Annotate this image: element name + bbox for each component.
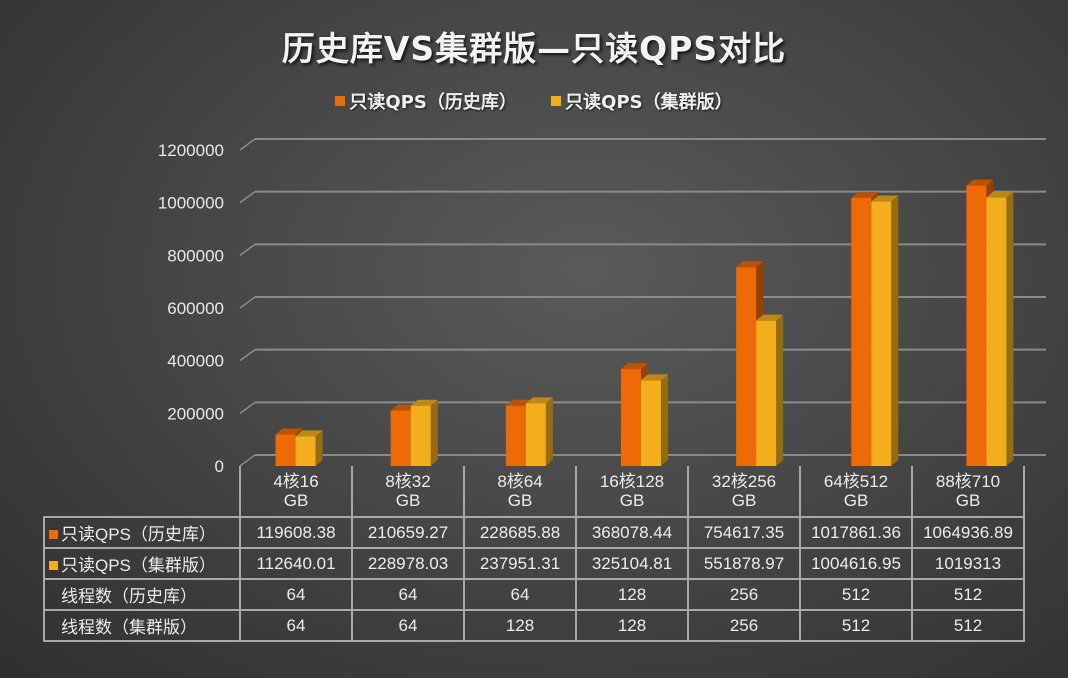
table-row-label: 只读QPS（集群版） bbox=[43, 547, 241, 580]
table-cell: 512 bbox=[911, 609, 1025, 642]
table-corner bbox=[44, 466, 241, 518]
category-label-line1: 64核512 bbox=[823, 472, 889, 491]
gridline bbox=[239, 138, 1046, 151]
table-row-label: 只读QPS（历史库） bbox=[43, 516, 241, 549]
category-label: 88核710 GB bbox=[911, 466, 1025, 518]
category-label-line2: GB bbox=[731, 491, 757, 510]
table-row-label: 线程数（集群版） bbox=[43, 609, 241, 642]
category-label-line1: 88核710 bbox=[935, 472, 1001, 491]
table-row-label: 线程数（历史库） bbox=[43, 578, 241, 611]
y-tick-label: 1000000 bbox=[158, 194, 224, 213]
category-label: 32核256 GB bbox=[687, 466, 801, 518]
table-cell: 64 bbox=[239, 609, 353, 642]
table-cell: 551878.97 bbox=[687, 547, 801, 580]
y-tick-label: 200000 bbox=[167, 404, 224, 423]
legend-label-history: 只读QPS（历史库） bbox=[349, 92, 517, 113]
bar-cluster-6 bbox=[986, 191, 1014, 466]
table-cell: 128 bbox=[463, 609, 577, 642]
table-cell: 128 bbox=[575, 578, 689, 611]
table-cell: 210659.27 bbox=[351, 516, 465, 549]
y-tick-label: 600000 bbox=[167, 299, 224, 318]
table-cell: 1017861.36 bbox=[799, 516, 913, 549]
gridline bbox=[239, 296, 1046, 309]
table-row: 只读QPS（历史库） 119608.38 210659.27 228685.88 368… bbox=[43, 516, 1025, 549]
row-label-text: 线程数（集群版） bbox=[61, 618, 197, 637]
table-cell: 228685.88 bbox=[463, 516, 577, 549]
data-table: 4核16 GB 8核32 GB 8核64 GB 16核128 GB 32核256 GB 64核512… bbox=[43, 466, 1025, 642]
gridline bbox=[239, 348, 1046, 362]
table-cell: 128 bbox=[575, 609, 689, 642]
table-cell: 1019313 bbox=[911, 547, 1025, 580]
category-label-line2: GB bbox=[619, 491, 645, 510]
table-cell: 1064936.89 bbox=[911, 516, 1025, 549]
bar-cluster-0 bbox=[295, 430, 323, 466]
table-cell: 119608.38 bbox=[239, 516, 353, 549]
table-cell: 512 bbox=[799, 609, 913, 642]
bar-cluster-2 bbox=[525, 397, 553, 466]
bar-cluster-4 bbox=[756, 314, 784, 466]
category-label-line1: 8核64 bbox=[497, 472, 543, 491]
category-label: 64核512 GB bbox=[799, 466, 913, 518]
y-tick-label: 1200000 bbox=[158, 141, 224, 160]
table-cell: 754617.35 bbox=[687, 516, 801, 549]
legend-item-history: 只读QPS（历史库） bbox=[335, 88, 517, 114]
category-label-line1: 32核256 bbox=[711, 472, 777, 491]
row-legend-key bbox=[49, 592, 58, 601]
table-header-row: 4核16 GB 8核32 GB 8核64 GB 16核128 GB 32核256 GB 64核512… bbox=[44, 466, 1025, 518]
category-label-line1: 4核16 bbox=[273, 472, 319, 491]
bars bbox=[275, 179, 1014, 466]
legend-label-cluster: 只读QPS（集群版） bbox=[565, 92, 733, 113]
row-legend-key bbox=[49, 561, 58, 570]
row-label-text: 只读QPS（历史库） bbox=[61, 525, 216, 544]
table-cell: 368078.44 bbox=[575, 516, 689, 549]
table-cell: 325104.81 bbox=[575, 547, 689, 580]
legend-item-cluster: 只读QPS（集群版） bbox=[551, 88, 733, 114]
category-label-line2: GB bbox=[283, 491, 309, 510]
table-cell: 112640.01 bbox=[239, 547, 353, 580]
category-label-line2: GB bbox=[843, 491, 869, 510]
gridlines bbox=[239, 138, 1046, 467]
legend-swatch-cluster bbox=[551, 96, 562, 106]
table-cell: 1004616.95 bbox=[799, 547, 913, 580]
legend: 只读QPS（历史库） 只读QPS（集群版） bbox=[0, 88, 1068, 114]
row-legend-key bbox=[49, 623, 58, 632]
table-row: 线程数（历史库） 64 64 64 128 256 512 512 bbox=[43, 578, 1025, 611]
table-cell: 228978.03 bbox=[351, 547, 465, 580]
row-label-text: 线程数（历史库） bbox=[61, 587, 197, 606]
gridline bbox=[239, 190, 1046, 204]
gridline bbox=[239, 243, 1046, 256]
table-cell: 64 bbox=[351, 609, 465, 642]
category-label-line2: GB bbox=[955, 491, 981, 510]
category-label-line2: GB bbox=[507, 491, 533, 510]
y-tick-label: 400000 bbox=[167, 352, 224, 371]
chart-title: 历史库VS集群版—只读QPS对比 bbox=[281, 29, 787, 68]
table-cell: 64 bbox=[239, 578, 353, 611]
table-cell: 64 bbox=[463, 578, 577, 611]
table-cell: 237951.31 bbox=[463, 547, 577, 580]
category-label-line1: 16核128 bbox=[599, 472, 665, 491]
bar-cluster-3 bbox=[641, 374, 668, 466]
category-label: 4核16 GB bbox=[239, 466, 353, 518]
table-row: 只读QPS（集群版） 112640.01 228978.03 237951.31 325… bbox=[43, 547, 1025, 580]
category-label-line2: GB bbox=[395, 491, 421, 510]
category-label: 8核32 GB bbox=[351, 466, 465, 518]
table-cell: 64 bbox=[351, 578, 465, 611]
row-label-text: 只读QPS（集群版） bbox=[61, 556, 216, 575]
category-label: 8核64 GB bbox=[463, 466, 577, 518]
table-cell: 512 bbox=[911, 578, 1025, 611]
row-legend-key bbox=[49, 530, 58, 539]
legend-swatch-history bbox=[335, 96, 346, 106]
category-label-line1: 8核32 bbox=[385, 472, 431, 491]
table-cell: 256 bbox=[687, 609, 801, 642]
table-cell: 256 bbox=[687, 578, 801, 611]
category-label: 16核128 GB bbox=[575, 466, 689, 518]
bar-cluster-5 bbox=[871, 195, 899, 466]
y-tick-label: 800000 bbox=[167, 246, 224, 265]
bar-cluster-1 bbox=[410, 399, 438, 466]
table-row: 线程数（集群版） 64 64 128 128 256 512 512 bbox=[43, 609, 1025, 642]
table-cell: 512 bbox=[799, 578, 913, 611]
